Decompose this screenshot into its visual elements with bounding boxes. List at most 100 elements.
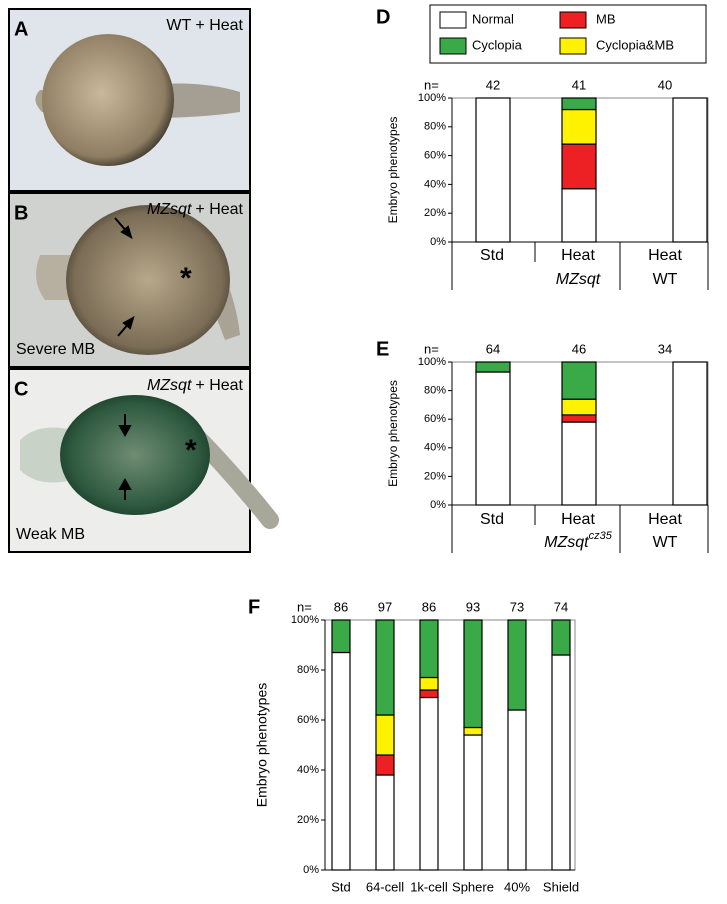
panel-label: WT + Heat bbox=[166, 17, 243, 34]
n-value: 41 bbox=[572, 77, 586, 92]
panel-letter: B bbox=[14, 202, 28, 224]
bar-segment bbox=[551, 619, 571, 656]
y-tick-label: 80% bbox=[424, 121, 446, 133]
bar-segment bbox=[475, 371, 511, 506]
n-value: 46 bbox=[572, 341, 586, 356]
y-tick-label: 60% bbox=[297, 714, 319, 726]
x-tick-label: Heat bbox=[648, 247, 682, 264]
label-text: + Heat bbox=[195, 201, 243, 218]
y-tick-label: 0% bbox=[303, 864, 319, 876]
bar-segment bbox=[419, 619, 439, 679]
group-label: WT bbox=[653, 534, 678, 551]
label-text: WT + Heat bbox=[166, 17, 243, 34]
y-tick-label: 0% bbox=[430, 499, 446, 511]
embryo-yolk bbox=[42, 34, 174, 166]
bar-segment bbox=[475, 361, 511, 373]
bar-segment bbox=[672, 97, 708, 243]
bar-segment bbox=[375, 754, 395, 776]
bar-segment bbox=[463, 734, 483, 871]
x-tick-label: Heat bbox=[561, 511, 595, 528]
x-tick-label: Std bbox=[331, 879, 351, 894]
x-tick-label: Shield bbox=[543, 879, 579, 894]
n-label: n= bbox=[424, 341, 439, 356]
x-tick-label: Heat bbox=[648, 511, 682, 528]
genotype: MZsqt bbox=[544, 534, 589, 551]
x-tick-label: Std bbox=[480, 511, 504, 528]
group-label: MZsqt bbox=[556, 271, 601, 288]
panel-letter: A bbox=[14, 18, 28, 40]
bar-segment bbox=[561, 361, 597, 400]
n-value: 64 bbox=[486, 341, 500, 356]
bar-segment bbox=[561, 97, 597, 111]
chart: F Embryo phenotypes 0% 20% 40% 60% 80% 100%n= St… bbox=[248, 596, 579, 894]
embryo-yolk bbox=[66, 205, 230, 355]
n-value: 86 bbox=[422, 599, 436, 614]
genotype: MZsqt bbox=[556, 271, 601, 288]
legend-swatch bbox=[439, 11, 467, 29]
y-axis-label: Embryo phenotypes bbox=[254, 683, 270, 808]
legend-swatch bbox=[559, 11, 587, 29]
y-tick-label: 100% bbox=[291, 614, 319, 626]
group-label: MZsqtcz35 bbox=[544, 530, 613, 551]
bar-segment bbox=[561, 398, 597, 416]
legend-swatch bbox=[439, 37, 467, 55]
panel-label: MZsqt + Heat bbox=[147, 201, 244, 218]
panel-letter: E bbox=[376, 338, 389, 360]
chart: D Embryo phenotypes 0% 20% 40% 60% 80% 100%n= St… bbox=[376, 4, 709, 290]
panel-caption: Severe MB bbox=[16, 341, 95, 358]
x-tick-label: 1k-cell bbox=[410, 879, 448, 894]
bar-segment bbox=[331, 619, 351, 654]
photo-panels bbox=[8, 8, 279, 553]
n-value: 74 bbox=[554, 599, 568, 614]
y-axis-label: Embryo phenotypes bbox=[386, 117, 400, 224]
y-axis-label: Embryo phenotypes bbox=[386, 380, 400, 487]
bar-segment bbox=[331, 651, 351, 871]
bar-segment bbox=[507, 619, 527, 711]
bar-segment bbox=[672, 361, 708, 506]
y-tick-label: 80% bbox=[424, 385, 446, 397]
bar-segment bbox=[463, 619, 483, 729]
y-tick-label: 60% bbox=[424, 150, 446, 162]
y-tick-label: 80% bbox=[297, 664, 319, 676]
y-tick-label: 20% bbox=[297, 814, 319, 826]
n-value: 93 bbox=[466, 599, 480, 614]
x-tick-label: 40% bbox=[504, 879, 530, 894]
n-label: n= bbox=[297, 599, 312, 614]
panel-caption: Weak MB bbox=[16, 526, 85, 543]
bar-segment bbox=[561, 108, 597, 145]
genotype: WT bbox=[653, 534, 678, 551]
y-tick-label: 100% bbox=[418, 92, 446, 104]
bar-segment bbox=[561, 414, 597, 423]
legend-label: Cyclopia bbox=[472, 37, 523, 52]
marker: * bbox=[180, 262, 192, 295]
marker: * bbox=[185, 434, 197, 467]
bar-segment bbox=[463, 726, 483, 736]
legend-label: Cyclopia&MB bbox=[596, 37, 674, 52]
n-value: 40 bbox=[658, 77, 672, 92]
y-tick-label: 20% bbox=[424, 207, 446, 219]
legend-swatch bbox=[559, 37, 587, 55]
bar-segment bbox=[375, 774, 395, 871]
bar-segment bbox=[375, 619, 395, 716]
bar-segment bbox=[375, 714, 395, 756]
genotype-sup: cz35 bbox=[589, 530, 613, 542]
n-label: n= bbox=[424, 77, 439, 92]
legend-label: MB bbox=[596, 11, 616, 26]
bar-segment bbox=[561, 143, 597, 190]
x-tick-label: 64-cell bbox=[366, 879, 404, 894]
bar-segment bbox=[561, 421, 597, 506]
bar-segment bbox=[507, 709, 527, 871]
panel-letter: D bbox=[376, 6, 390, 28]
embryo-yolk bbox=[60, 395, 210, 515]
n-value: 34 bbox=[658, 341, 672, 356]
n-value: 42 bbox=[486, 77, 500, 92]
panel-label: MZsqt + Heat bbox=[147, 377, 244, 394]
y-tick-label: 0% bbox=[430, 236, 446, 248]
plot-frame bbox=[324, 619, 576, 871]
bar-segment bbox=[551, 654, 571, 871]
x-tick-label: Sphere bbox=[452, 879, 494, 894]
label-text: + Heat bbox=[195, 377, 243, 394]
y-tick-label: 60% bbox=[424, 413, 446, 425]
